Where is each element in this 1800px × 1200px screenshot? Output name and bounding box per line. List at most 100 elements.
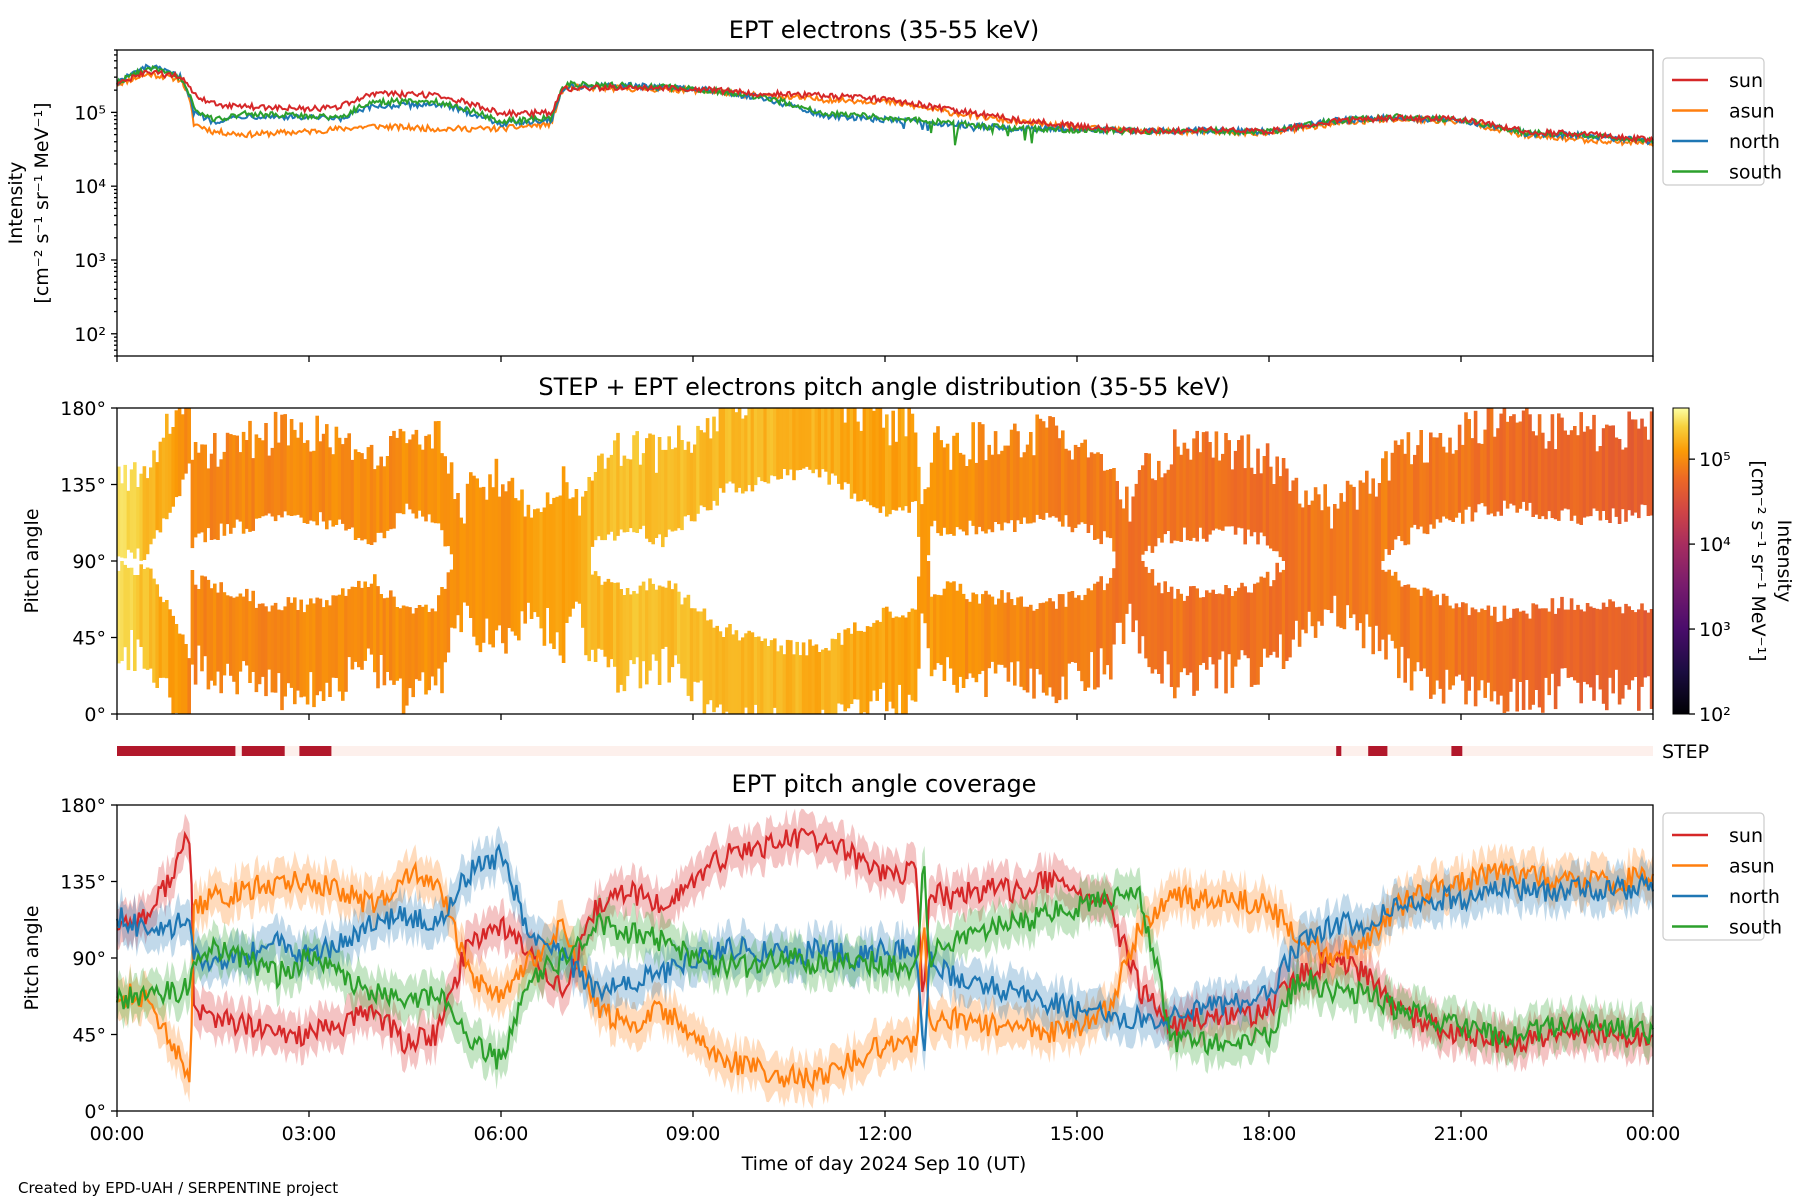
pad-heatmap (117, 408, 1654, 714)
pad-cell (1099, 454, 1103, 545)
pad-cell (517, 500, 521, 641)
pad-cell (158, 441, 163, 533)
pad-cell (1179, 454, 1183, 542)
step-bar-background (117, 746, 1653, 756)
pad-cell (117, 570, 121, 664)
pad-cell (1608, 599, 1612, 678)
pad-cell (1054, 608, 1059, 704)
pad-cell (965, 466, 969, 536)
pad-cell (885, 606, 889, 712)
pad-cell (1179, 593, 1183, 673)
coverage-axes-frame (116, 804, 1654, 1112)
pad-cell (1118, 499, 1123, 623)
intensity-y-label-line2: [cm⁻² s⁻¹ sr⁻¹ MeV⁻¹] (31, 102, 53, 303)
pad-cell (1483, 610, 1487, 698)
pad-cell (939, 595, 943, 665)
pad-cell (1646, 612, 1651, 677)
pad-cell (1425, 462, 1430, 535)
pad-cell (405, 443, 409, 504)
pad-cell (929, 462, 934, 527)
pad-cell (1486, 605, 1491, 683)
pad-cell (1249, 467, 1254, 537)
pad-cell (913, 609, 918, 702)
pad-cell (475, 478, 479, 646)
pad-cell (1278, 572, 1283, 635)
pad-cell (315, 597, 319, 696)
pad-cell (821, 649, 825, 710)
pad-cell (667, 580, 671, 683)
pad-cell (805, 655, 809, 714)
pad-cell (757, 408, 761, 478)
pad-cell (1345, 480, 1350, 606)
pad-cell (1643, 610, 1647, 678)
pad-cell (1278, 476, 1283, 558)
pad-cell (318, 598, 323, 692)
pad-cell (1029, 432, 1033, 524)
pad-cell (1086, 457, 1091, 533)
pad-cell (1067, 591, 1071, 664)
pad-cell (1080, 600, 1084, 682)
pad-cell (894, 441, 899, 511)
pad-cell (613, 582, 617, 667)
pad-cell (325, 600, 329, 683)
pad-cell (1432, 596, 1436, 695)
pad-cell (414, 429, 419, 519)
pad-cell (331, 595, 335, 678)
pad-cell (1451, 608, 1455, 686)
pad-cell (926, 487, 931, 556)
pad-cell (1016, 597, 1020, 662)
pad-cell (1230, 469, 1235, 527)
pad-cell (1057, 438, 1062, 522)
pad-cell (910, 608, 915, 701)
pad-cell (1457, 607, 1462, 675)
pad-cell (1518, 421, 1523, 509)
pad-cell (299, 422, 303, 518)
pad-cell (734, 630, 739, 714)
pad-cell (1173, 429, 1177, 541)
pad-cell (213, 583, 217, 686)
pad-cell (785, 408, 790, 476)
pad-cell (241, 596, 246, 662)
pad-cell (648, 578, 652, 671)
pad-cell (814, 644, 819, 714)
pad-cell (683, 449, 687, 517)
pad-cell (958, 583, 963, 677)
pad-cell (1576, 604, 1580, 683)
pad-cell (1569, 430, 1574, 521)
pad-cell (1336, 508, 1340, 627)
pad-cell (1240, 435, 1244, 529)
pad-cell (830, 638, 835, 714)
pad-cell (632, 591, 636, 665)
pad-cell (261, 440, 265, 517)
pad-cell (917, 576, 921, 669)
pad-cell (993, 604, 998, 674)
pad-cell (347, 589, 351, 658)
pad-cell (945, 443, 950, 535)
pad-cell (680, 604, 684, 679)
pad-cell (1640, 603, 1644, 687)
pad-cell (222, 451, 227, 536)
coverage-x-tick-label: 09:00 (666, 1123, 721, 1145)
pad-cell (923, 489, 927, 624)
pad-cell (1214, 594, 1219, 689)
colorbar-label-line2: [cm⁻² s⁻¹ sr⁻¹ MeV⁻¹] (1747, 460, 1769, 661)
intensity-x-ticks (116, 356, 1654, 362)
pad-cell (497, 496, 502, 626)
pad-cell (273, 602, 278, 693)
pad-cell (1371, 478, 1375, 655)
pad-cell (309, 598, 313, 673)
pad-cell (776, 651, 780, 714)
pad-cell (1169, 586, 1174, 687)
pad-cell (1019, 457, 1023, 524)
pad-cell (1505, 421, 1510, 509)
pad-cell (1281, 458, 1286, 561)
credit-text: Created by EPD-UAH / SERPENTINE project (18, 1179, 338, 1197)
pad-cell (232, 597, 236, 682)
pad-cell (1544, 448, 1548, 520)
coverage-y-label: Pitch angle (21, 905, 43, 1010)
pad-cell (1217, 593, 1222, 660)
pad-cell (949, 469, 953, 534)
pad-cell (1432, 437, 1436, 529)
pad-cell (1413, 587, 1417, 672)
pad-cell (709, 619, 713, 701)
